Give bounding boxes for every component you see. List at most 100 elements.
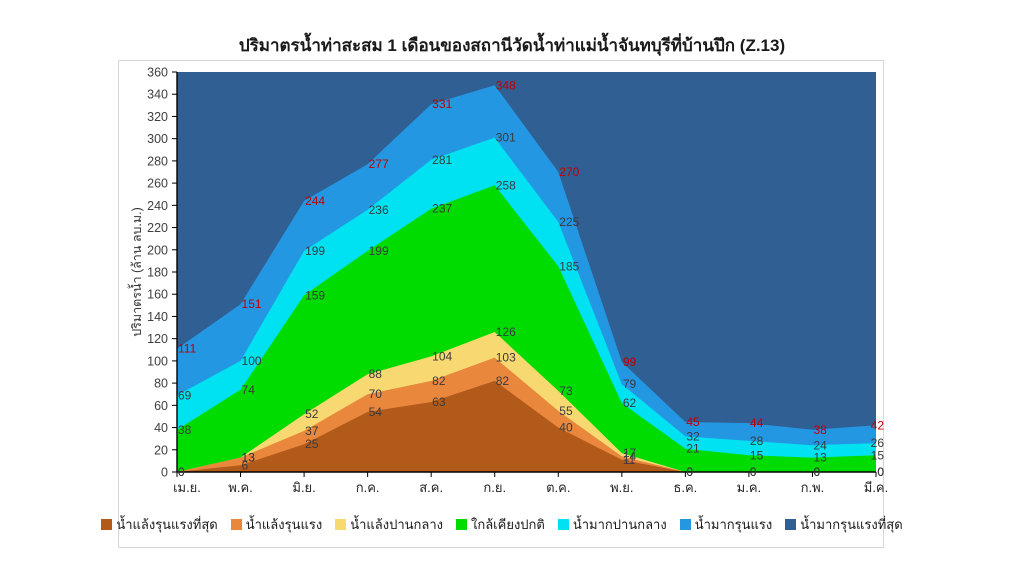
data-label-series-5: 111 <box>178 342 197 356</box>
legend-label: น้ำแล้งรุนแรง <box>245 517 323 532</box>
data-label-series-1: 0 <box>750 465 757 479</box>
y-tick-label: 360 <box>147 66 168 80</box>
legend-swatch-icon <box>456 519 467 530</box>
legend-item-0: น้ำแล้งรุนแรงที่สุด <box>101 514 218 535</box>
legend-label: ใกล้เคียงปกติ <box>471 517 545 532</box>
y-tick-label: 80 <box>154 377 168 391</box>
x-tick-label: เม.ย. <box>173 480 201 495</box>
data-label-series-2: 0 <box>750 465 757 479</box>
legend-swatch-icon <box>679 519 691 530</box>
y-tick-label: 40 <box>154 421 168 435</box>
legend-swatch-icon <box>557 519 569 530</box>
x-tick-label: มี.ค. <box>864 480 889 495</box>
data-label-series-1: 0 <box>686 465 693 479</box>
y-tick-label: 0 <box>161 466 168 480</box>
y-tick-label: 260 <box>147 177 168 191</box>
data-label-series-4: 26 <box>871 436 885 450</box>
data-label-series-3: 74 <box>242 383 256 397</box>
data-label-series-2: 73 <box>559 384 573 398</box>
data-label-series-3: 185 <box>559 259 579 273</box>
legend-label: น้ำมากรุนแรงที่สุด <box>800 517 903 532</box>
x-tick-label: ก.ย. <box>483 480 506 495</box>
x-tick-label: มิ.ย. <box>292 480 315 495</box>
legend-label: น้ำแล้งปานกลาง <box>350 517 443 532</box>
data-label-series-4: 69 <box>178 388 192 402</box>
data-label-series-3: 15 <box>871 448 885 462</box>
y-tick-label: 160 <box>147 288 168 302</box>
data-label-series-5: 277 <box>369 157 389 171</box>
data-label-series-4: 32 <box>686 429 700 443</box>
data-label-series-0: 11 <box>623 453 636 467</box>
y-axis-title: ปริมาตรน้ำ (ล้าน ลบ.ม.) <box>127 207 144 337</box>
data-label-series-0: 25 <box>305 437 319 451</box>
x-tick-label: พ.ย. <box>610 480 633 495</box>
data-label-series-5: 151 <box>242 297 262 311</box>
legend-item-5: น้ำมากรุนแรง <box>679 514 773 535</box>
legend-item-6: น้ำมากรุนแรงที่สุด <box>785 514 903 535</box>
data-label-series-5: 42 <box>871 418 885 432</box>
y-tick-label: 140 <box>147 310 168 324</box>
data-label-series-0: 54 <box>369 405 383 419</box>
x-tick-label: ส.ค. <box>419 480 443 495</box>
data-label-series-0: 0 <box>686 465 693 479</box>
data-label-series-0: 40 <box>559 421 573 435</box>
legend-swatch-icon <box>230 519 242 530</box>
data-label-series-1: 103 <box>496 351 516 365</box>
data-label-series-1: 0 <box>877 465 884 479</box>
data-label-series-4: 24 <box>813 438 827 452</box>
legend-swatch-icon <box>101 519 113 530</box>
data-label-series-2: 0 <box>686 465 693 479</box>
data-label-series-4: 100 <box>242 354 262 368</box>
y-tick-label: 200 <box>147 243 168 257</box>
data-label-series-1: 0 <box>813 465 820 479</box>
data-label-series-1: 14 <box>623 449 637 463</box>
x-tick-label: ม.ค. <box>737 480 762 495</box>
y-tick-label: 100 <box>147 354 168 368</box>
data-label-series-4: 28 <box>750 434 764 448</box>
data-label-series-4: 225 <box>559 215 579 229</box>
data-label-series-3: 21 <box>686 442 700 456</box>
data-label-series-1: 37 <box>305 424 319 438</box>
data-label-series-2: 0 <box>877 465 884 479</box>
data-label-series-3: 62 <box>623 396 637 410</box>
data-label-series-1: 13 <box>242 451 256 465</box>
y-tick-label: 60 <box>154 399 168 413</box>
data-label-series-1: 70 <box>369 387 383 401</box>
data-label-series-1: 55 <box>559 404 573 418</box>
x-tick-label: ธ.ค. <box>673 480 697 495</box>
y-tick-label: 120 <box>147 332 168 346</box>
data-label-series-3: 159 <box>305 288 325 302</box>
data-label-series-2: 17 <box>623 446 637 460</box>
data-label-series-2: 52 <box>305 407 319 421</box>
data-label-series-3: 38 <box>178 423 192 437</box>
data-label-series-0: 0 <box>877 465 884 479</box>
data-label-series-0: 6 <box>242 458 249 472</box>
legend-swatch-icon <box>785 519 797 530</box>
data-label-series-2: 0 <box>178 465 185 479</box>
legend-item-4: น้ำมากปานกลาง <box>557 514 667 535</box>
data-label-series-5: 99 <box>623 355 637 369</box>
data-label-series-0: 0 <box>750 465 757 479</box>
area-band-0 <box>177 380 876 472</box>
data-label-series-2: 0 <box>813 465 820 479</box>
legend: น้ำแล้งรุนแรงที่สุด น้ำแล้งรุนแรง น้ำแล้งป… <box>101 514 903 535</box>
data-label-series-0: 0 <box>178 465 185 479</box>
legend-item-1: น้ำแล้งรุนแรง <box>230 514 323 535</box>
data-label-series-2: 13 <box>242 451 256 465</box>
data-label-series-3: 15 <box>750 448 764 462</box>
y-tick-label: 340 <box>147 88 168 102</box>
y-tick-label: 240 <box>147 199 168 213</box>
data-label-series-3: 199 <box>369 244 389 258</box>
data-label-series-3: 237 <box>432 202 452 216</box>
legend-item-3: ใกล้เคียงปกติ <box>456 514 545 535</box>
chart-title: ปริมาตรน้ำท่าสะสม 1 เดือนของสถานีวัดน้ำท… <box>238 36 786 55</box>
x-tick-label: ก.ค. <box>356 480 380 495</box>
data-label-series-4: 199 <box>305 244 325 258</box>
y-tick-label: 20 <box>154 443 168 457</box>
data-label-series-4: 236 <box>369 203 389 217</box>
legend-label: น้ำมากรุนแรง <box>694 517 773 532</box>
y-tick-label: 300 <box>147 132 168 146</box>
data-label-series-0: 63 <box>432 395 446 409</box>
legend-label: น้ำมากปานกลาง <box>572 517 667 532</box>
data-label-series-2: 88 <box>369 367 383 381</box>
